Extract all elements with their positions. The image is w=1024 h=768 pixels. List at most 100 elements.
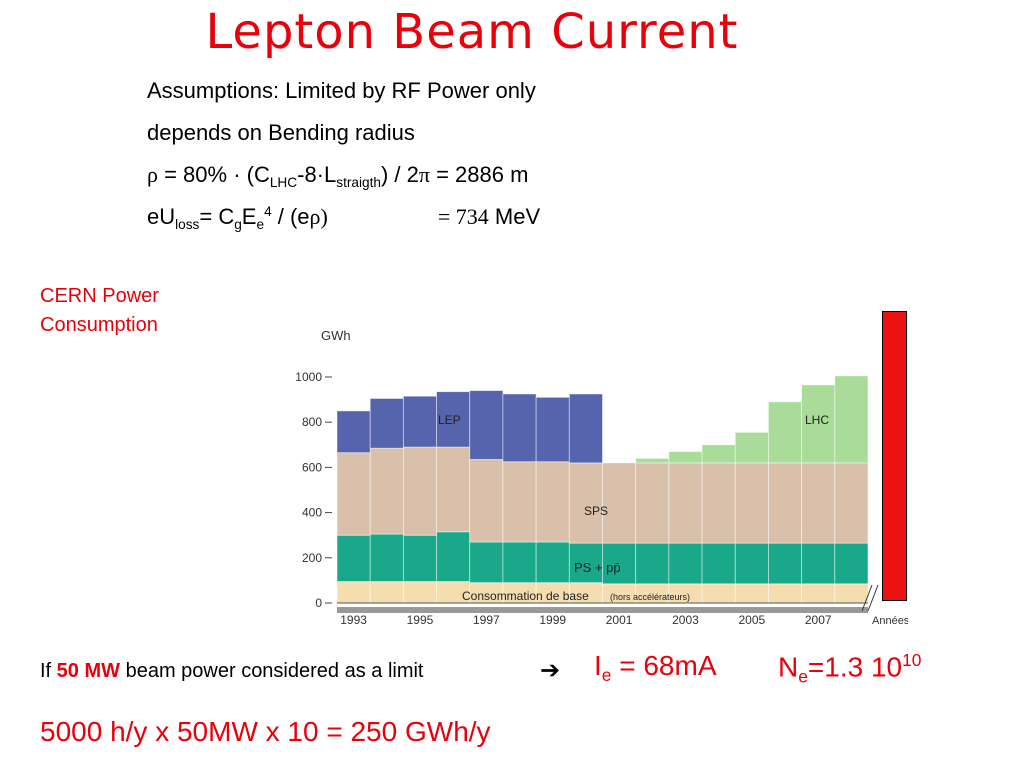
bar-lhc bbox=[668, 451, 703, 464]
x-tick-label: 2007 bbox=[805, 613, 832, 627]
series-label-lhc: LHC bbox=[805, 413, 829, 427]
bar-consommation bbox=[734, 583, 769, 604]
bar-lep bbox=[402, 395, 437, 448]
bar-consommation bbox=[701, 583, 736, 604]
assumption-line-2: depends on Bending radius bbox=[147, 120, 415, 145]
y-tick-label: 800 bbox=[302, 415, 322, 429]
x-tick-label: 1999 bbox=[539, 613, 566, 627]
bar-consommation bbox=[402, 581, 437, 604]
bar-ps bbox=[402, 534, 437, 582]
rho-mid: -8·L bbox=[297, 162, 337, 187]
bar-lep bbox=[436, 391, 471, 448]
bar-lep bbox=[369, 398, 404, 449]
bar-ps bbox=[502, 541, 537, 584]
eu-sub-e: e bbox=[256, 216, 265, 232]
bar-ps bbox=[768, 542, 803, 585]
bar-sps bbox=[568, 462, 603, 544]
eu-a: eU bbox=[147, 204, 176, 230]
bar-sps bbox=[502, 461, 537, 543]
series-label-lep: LEP bbox=[438, 413, 461, 427]
bar-sps bbox=[535, 461, 570, 543]
ie-sub: e bbox=[601, 665, 612, 686]
pi-symbol: π bbox=[418, 162, 430, 187]
bar-lhc bbox=[734, 431, 769, 464]
x-tick-label: 1993 bbox=[340, 613, 367, 627]
bar-ps bbox=[336, 534, 371, 582]
bar-lep bbox=[568, 393, 603, 464]
bar-lhc bbox=[768, 401, 803, 464]
bar-sps bbox=[668, 462, 703, 544]
eu-sub-loss: loss bbox=[175, 216, 200, 232]
eu-sub-g: g bbox=[234, 216, 242, 232]
y-tick-label: 0 bbox=[315, 596, 322, 610]
cern-label-line-2: Consumption bbox=[40, 314, 158, 336]
series-label-sps: SPS bbox=[584, 504, 608, 518]
energy-per-year: 5000 h/y x 50MW x 10 = 250 GWh/y bbox=[40, 716, 491, 747]
bar-ps bbox=[535, 541, 570, 584]
y-tick-label: 200 bbox=[302, 551, 322, 565]
series-label-ps: PS + pp̄ bbox=[574, 560, 621, 575]
bar-sps bbox=[635, 462, 670, 544]
rho-sub-lhc: LHC bbox=[269, 174, 298, 190]
rho-end: ) / 2 bbox=[380, 162, 419, 187]
x-tick-label: 1997 bbox=[473, 613, 500, 627]
bar-lep bbox=[535, 396, 570, 463]
y-tick-label: 1000 bbox=[295, 370, 322, 384]
limit-text: beam power considered as a limit bbox=[120, 660, 424, 682]
series-label-base-note: (hors accélérateurs) bbox=[610, 592, 690, 602]
bar-lep bbox=[336, 410, 371, 454]
x-tick-label: 1995 bbox=[407, 613, 434, 627]
bar-ps bbox=[801, 542, 836, 585]
bar-sps bbox=[469, 459, 504, 543]
y-axis-label: GWh bbox=[321, 328, 351, 343]
beam-power-bar bbox=[882, 311, 907, 601]
eu-rho: ρ) bbox=[309, 204, 328, 230]
bar-consommation bbox=[369, 581, 404, 604]
power-limit-value: 50 MW bbox=[56, 660, 121, 682]
energy-loss-formula: eUloss= CgEe4 / (eρ) = 734 MeV bbox=[147, 204, 540, 232]
bar-ps bbox=[834, 542, 869, 585]
eu-b: = C bbox=[199, 204, 235, 230]
limit-statement: If 50 MW beam power considered as a limi… bbox=[40, 660, 424, 683]
bar-sps bbox=[436, 446, 471, 533]
bar-lep bbox=[502, 393, 537, 463]
bar-ps bbox=[635, 542, 670, 585]
axis-break-mark bbox=[867, 584, 879, 612]
bar-ps bbox=[369, 533, 404, 582]
series-label-base: Consommation de base bbox=[462, 589, 589, 603]
assumption-line-1: Assumptions: Limited by RF Power only bbox=[147, 78, 536, 103]
rho-result: = 2886 m bbox=[429, 162, 529, 187]
x-axis-end-label: Années bbox=[872, 615, 908, 627]
bar-lhc bbox=[834, 375, 869, 464]
arrow-icon: ➔ bbox=[540, 657, 561, 684]
axis-break-mark bbox=[861, 584, 873, 612]
cern-power-label: CERN Power Consumption bbox=[40, 282, 159, 340]
rho-eq: = 80% · (C bbox=[157, 162, 270, 187]
bar-sps bbox=[369, 447, 404, 535]
bar-ps bbox=[701, 542, 736, 585]
bar-ps bbox=[436, 531, 471, 582]
ie-symbol: I bbox=[594, 650, 602, 681]
bar-sps bbox=[701, 462, 736, 544]
eu-unit: MeV bbox=[488, 204, 541, 230]
bar-lep bbox=[469, 390, 504, 460]
y-tick-label: 600 bbox=[302, 460, 322, 474]
bar-consommation bbox=[801, 583, 836, 604]
y-tick-label: 400 bbox=[302, 506, 322, 520]
bar-sps bbox=[336, 452, 371, 536]
if-prefix: If bbox=[40, 660, 57, 682]
particle-count-result: Ne=1.3 1010 bbox=[778, 650, 921, 687]
bar-consommation bbox=[834, 583, 869, 604]
page-title: Lepton Beam Current bbox=[205, 4, 739, 60]
bar-sps bbox=[602, 462, 637, 544]
bar-sps bbox=[768, 462, 803, 544]
ne-sup: 10 bbox=[902, 650, 922, 670]
ne-value: =1.3 10 bbox=[807, 651, 903, 683]
bar-sps bbox=[801, 462, 836, 544]
cern-label-line-1: CERN Power bbox=[40, 285, 159, 307]
bar-sps bbox=[834, 462, 869, 544]
eu-c: E bbox=[241, 204, 257, 230]
bar-lhc bbox=[801, 384, 836, 464]
x-tick-label: 2003 bbox=[672, 613, 699, 627]
bar-consommation bbox=[768, 583, 803, 604]
